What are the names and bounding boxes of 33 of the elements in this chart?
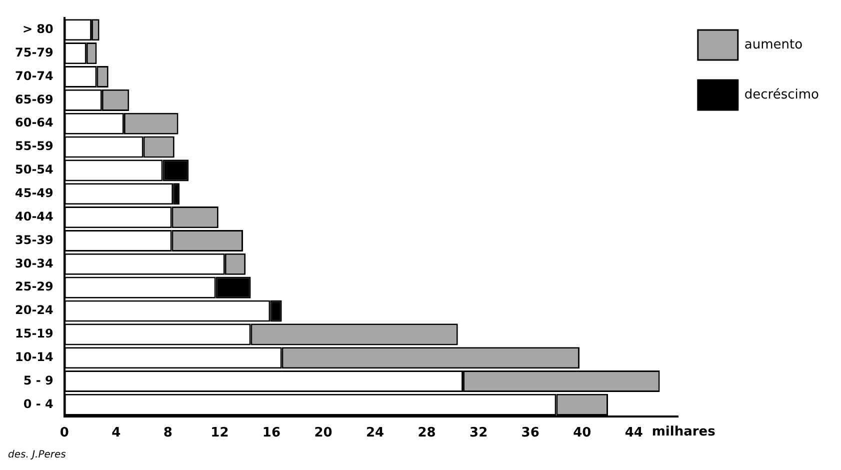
x-tick-label: 12	[210, 426, 229, 441]
y-tick-label: > 80	[22, 22, 54, 36]
x-tick-label: 40	[573, 426, 592, 441]
y-tick-label: 0 - 4	[23, 396, 54, 411]
y-tick-label: 15-19	[14, 326, 54, 341]
y-tick-label: 60-64	[14, 116, 54, 130]
legend-label: decréscimo	[744, 87, 820, 102]
x-tick-label: 4	[112, 426, 121, 441]
y-tick-label: 40-44	[14, 209, 54, 224]
y-tick-label: 75-79	[14, 45, 54, 60]
x-tick-label: 20	[314, 426, 332, 441]
text: des. J.Peres	[8, 450, 66, 461]
y-tick-label: 20-24	[14, 303, 54, 318]
x-tick-label: 28	[418, 426, 436, 441]
x-axis-title: milhares	[652, 424, 716, 440]
x-tick-label: 36	[521, 426, 540, 441]
x-tick-label: 16	[262, 426, 281, 441]
y-tick-label: 30-34	[14, 256, 54, 270]
x-tick-label: 8	[163, 426, 172, 441]
x-tick-label: 32	[470, 426, 488, 441]
y-tick-label: 25-29	[14, 280, 54, 294]
x-tick-label: 24	[366, 426, 384, 441]
y-tick-label: 50-54	[14, 162, 54, 177]
x-tick-label: 0	[60, 426, 69, 441]
y-tick-label: 35-39	[14, 232, 54, 247]
legend-label: aumento	[744, 37, 803, 52]
y-tick-label: 55-59	[14, 139, 54, 154]
y-tick-label: 70-74	[14, 68, 54, 83]
y-tick-label: 65-69	[14, 92, 54, 106]
y-tick-label: 5 - 9	[23, 373, 54, 388]
y-tick-label: 10-14	[14, 350, 54, 364]
x-tick-label: 44	[624, 426, 643, 441]
y-tick-label: 45-49	[14, 186, 54, 200]
